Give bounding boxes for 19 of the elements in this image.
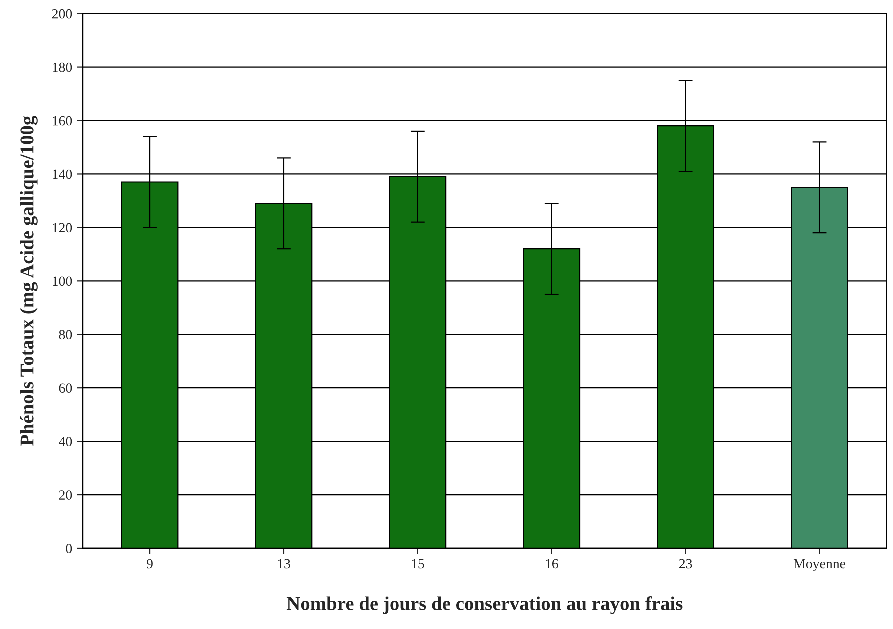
- y-tick-label: 180: [53, 62, 72, 72]
- y-tick-label: 200: [52, 9, 72, 19]
- y-tick-label: 80: [59, 330, 72, 340]
- y-tick-label: 100: [53, 276, 72, 286]
- x-tick-label: Moyenne: [794, 559, 846, 572]
- x-tick-label: 23: [679, 559, 692, 569]
- y-tick-label: 140: [53, 170, 72, 180]
- x-tick-label: 16: [546, 559, 558, 569]
- x-tick-label: 9: [147, 559, 153, 569]
- y-tick-label: 120: [53, 223, 72, 233]
- y-axis-title: Phénols Totaux (mg Acide gallique/100g: [20, 116, 38, 446]
- y-tick-label: 0: [66, 544, 72, 554]
- x-tick-label: 15: [412, 559, 424, 569]
- y-tick-label: 20: [59, 490, 72, 500]
- x-tick-label: 13: [278, 559, 290, 569]
- y-tick-label: 160: [53, 116, 72, 126]
- y-tick-label: 60: [59, 384, 72, 394]
- x-axis-title: Nombre de jours de conservation au rayon frais: [286, 596, 683, 614]
- y-tick-label: 40: [59, 437, 72, 447]
